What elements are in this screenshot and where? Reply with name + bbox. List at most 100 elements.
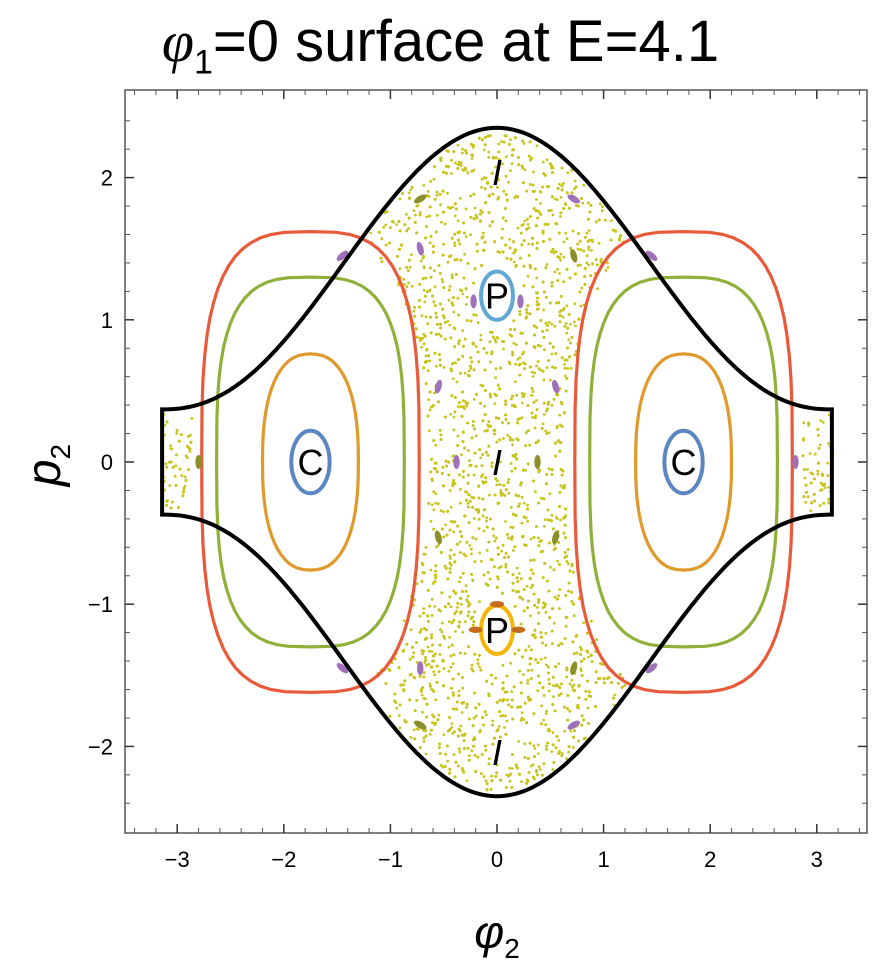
sea-point [587, 248, 591, 251]
sea-point [539, 212, 543, 216]
sea-point [504, 714, 507, 718]
sea-point [508, 238, 511, 241]
sea-point [544, 723, 547, 727]
sea-point [473, 691, 476, 695]
sea-point [514, 452, 518, 456]
sea-point [457, 238, 460, 242]
sea-point [535, 408, 539, 411]
sea-point [410, 185, 414, 189]
sea-point [423, 637, 427, 641]
sea-point [606, 261, 609, 265]
sea-point [585, 631, 589, 635]
sea-point [556, 559, 559, 563]
sea-point [478, 665, 481, 669]
sea-point [495, 763, 499, 767]
sea-point [453, 241, 456, 245]
sea-point [437, 332, 441, 336]
sea-point [542, 718, 546, 722]
sea-point [548, 682, 551, 686]
sea-point [477, 360, 481, 364]
sea-point [483, 710, 487, 713]
sea-point [555, 515, 558, 519]
sea-point [423, 552, 427, 556]
sea-point [550, 403, 554, 407]
sea-point [439, 609, 442, 613]
sea-point [535, 326, 539, 329]
sea-point [469, 356, 473, 360]
sea-point [426, 588, 430, 592]
sea-point [403, 223, 407, 227]
sea-point [597, 677, 600, 680]
sea-point [452, 454, 456, 457]
sea-point [504, 174, 508, 178]
sea-point [597, 218, 601, 222]
sea-point [460, 701, 464, 705]
sea-point [531, 763, 535, 767]
sea-point [551, 213, 555, 217]
sea-point [439, 302, 442, 306]
sea-point [498, 735, 502, 739]
sea-point [503, 726, 506, 729]
sea-point [483, 389, 487, 392]
sea-point [561, 315, 565, 319]
sea-point [579, 667, 583, 671]
sea-point [518, 373, 522, 377]
sea-point [501, 216, 505, 220]
sea-point [179, 433, 183, 436]
sea-point [513, 467, 517, 470]
sea-point [574, 324, 577, 328]
sea-point [537, 674, 540, 678]
sea-point [506, 533, 509, 536]
sea-point [424, 729, 427, 733]
sea-point [536, 661, 540, 665]
sea-point [565, 675, 569, 679]
sea-point [515, 393, 519, 397]
sea-point [620, 685, 624, 689]
sea-point [467, 758, 471, 762]
sea-point [407, 216, 411, 220]
sea-point [485, 679, 489, 683]
sea-point [388, 241, 391, 245]
sea-point [529, 266, 532, 269]
sea-point [491, 719, 495, 723]
sea-point [443, 637, 446, 640]
sea-point [465, 295, 469, 299]
sea-point [463, 371, 467, 375]
sea-point [424, 382, 428, 386]
sea-point [481, 384, 485, 388]
sea-point [556, 279, 560, 282]
sea-point [550, 513, 554, 517]
sea-point [457, 734, 460, 738]
sea-point [562, 280, 565, 284]
sea-point [559, 518, 562, 522]
sea-point [488, 134, 492, 138]
sea-point [432, 670, 436, 673]
sea-point [165, 465, 169, 469]
sea-point [422, 288, 426, 292]
sea-point [501, 227, 504, 231]
sea-point [520, 392, 524, 395]
sea-point [568, 682, 572, 686]
sea-point [453, 244, 457, 248]
sea-point [542, 401, 546, 405]
sea-point [424, 354, 428, 358]
sea-point [521, 597, 524, 601]
sea-point [547, 467, 551, 471]
sea-point [529, 657, 532, 660]
sea-point [562, 207, 566, 210]
sea-point [806, 495, 810, 499]
sea-point [525, 341, 528, 345]
sea-point [412, 651, 416, 655]
sea-point [558, 320, 562, 324]
sea-point [432, 654, 435, 658]
sea-point [494, 376, 497, 379]
sea-point [595, 263, 599, 267]
sea-point [399, 683, 403, 687]
sea-point [527, 645, 531, 648]
sea-point [535, 525, 538, 528]
sea-point [497, 142, 501, 146]
sea-point [443, 222, 447, 226]
sea-point [446, 577, 450, 581]
sea-point [182, 486, 186, 490]
sea-point [542, 413, 546, 416]
